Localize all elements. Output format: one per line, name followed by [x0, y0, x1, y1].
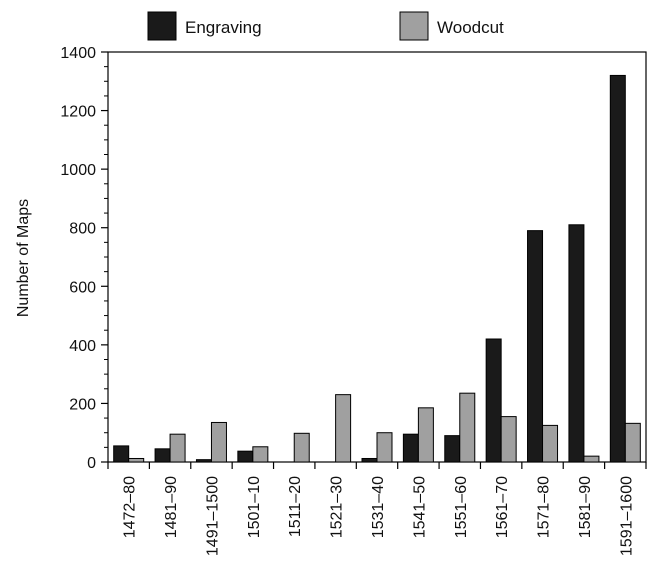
y-tick-label: 400: [69, 338, 96, 355]
x-tick-label: 1501–10: [246, 476, 263, 538]
bar-engraving: [444, 435, 461, 463]
bar-engraving: [237, 450, 254, 463]
y-axis-title: Number of Maps: [15, 199, 32, 317]
x-tick-label: 1541–50: [411, 476, 428, 538]
bar-woodcut: [252, 446, 269, 463]
bar-engraving: [568, 224, 585, 463]
bar-engraving: [527, 230, 544, 463]
bar-engraving: [361, 457, 378, 463]
x-tick-label: 1571–80: [536, 476, 553, 538]
y-tick-label: 600: [69, 279, 96, 296]
bar-woodcut: [624, 422, 641, 463]
bar-woodcut: [417, 407, 434, 463]
bars: [113, 74, 641, 463]
x-tick-label: 1581–90: [577, 476, 594, 538]
x-tick-label: 1472–80: [122, 476, 139, 538]
y-tick-label: 1000: [60, 162, 96, 179]
bar-engraving: [154, 448, 171, 463]
bar-engraving: [609, 74, 626, 463]
bar-woodcut: [293, 432, 310, 463]
y-tick-label: 800: [69, 221, 96, 238]
x-tick-label: 1551–60: [453, 476, 470, 538]
x-tick-label: 1481–90: [163, 476, 180, 538]
plot-frame: [107, 51, 647, 463]
y-axis: 0 200 400 600 800 1000 1200 1400: [60, 45, 108, 472]
legend: Engraving Woodcut: [147, 11, 504, 41]
bar-woodcut: [210, 421, 227, 463]
bar-woodcut: [335, 394, 352, 463]
x-tick-label: 1531–40: [370, 476, 387, 538]
legend-label: Woodcut: [437, 18, 504, 37]
bar-engraving: [195, 459, 212, 463]
bar-engraving: [402, 433, 419, 463]
bar-woodcut: [542, 424, 559, 463]
x-tick-label: 1491–1500: [204, 476, 221, 556]
y-tick-label: 200: [69, 396, 96, 413]
y-tick-label: 1200: [60, 104, 96, 121]
y-tick-label: 0: [87, 455, 96, 472]
x-axis: 1472–80 1481–90 1491–1500 1501–10 1511–20 152…: [107, 462, 647, 556]
y-tick-label: 1400: [60, 45, 96, 62]
bar-woodcut: [169, 433, 186, 463]
x-tick-label: 1521–30: [329, 476, 346, 538]
bar-engraving: [485, 338, 502, 463]
legend-label: Engraving: [185, 18, 262, 37]
bar-woodcut: [376, 432, 393, 463]
plot-area: 0 200 400 600 800 1000 1200 1400 1472–80 1481–90…: [60, 45, 647, 556]
bar-woodcut: [459, 392, 476, 463]
legend-swatch: [147, 11, 177, 41]
bar-woodcut: [128, 457, 145, 463]
x-tick-label: 1511–20: [287, 476, 304, 537]
x-tick-label: 1591–1600: [618, 476, 635, 556]
bar-woodcut: [583, 455, 600, 463]
legend-swatch: [399, 11, 429, 41]
x-tick-label: 1561–70: [494, 476, 511, 538]
bar-woodcut: [500, 416, 517, 463]
bar-engraving: [113, 445, 130, 463]
